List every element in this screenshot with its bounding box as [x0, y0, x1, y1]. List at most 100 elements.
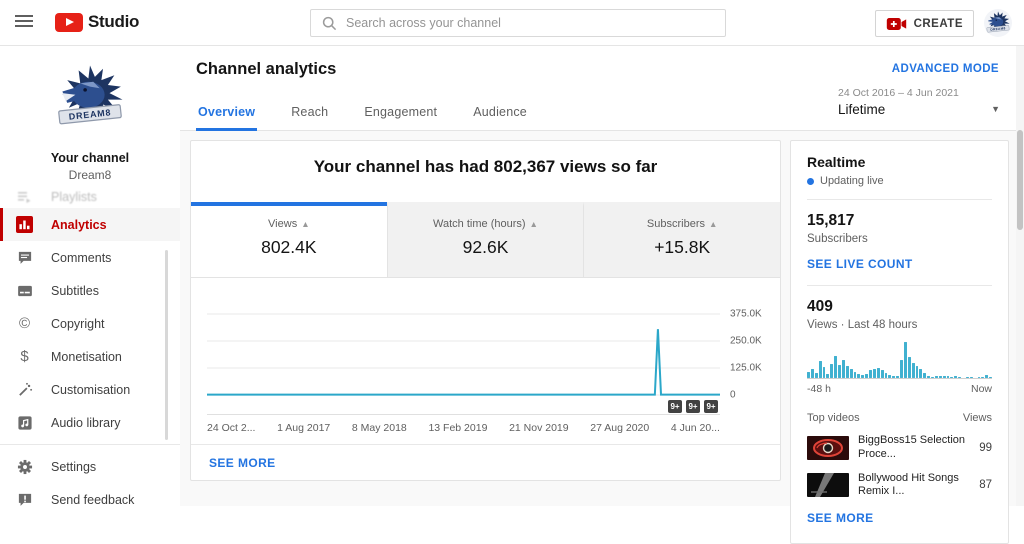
realtime-bar — [888, 375, 892, 378]
channel-block: Your channel Dream8 — [0, 46, 180, 182]
top-videos-title: Top videos — [807, 412, 860, 424]
sidebar-item-copyright[interactable]: © Copyright — [0, 307, 180, 340]
sidebar-item-playlists[interactable]: Playlists — [0, 186, 180, 208]
realtime-bar — [954, 376, 958, 378]
channel-avatar[interactable] — [51, 59, 129, 137]
realtime-bar — [989, 376, 992, 378]
metric-label: Watch time (hours) ▲ — [433, 218, 538, 230]
video-marker-badges: 9+ 9+ 9+ — [668, 400, 718, 413]
tab-reach[interactable]: Reach — [291, 105, 329, 119]
realtime-see-more-link[interactable]: SEE MORE — [807, 511, 874, 525]
realtime-bar — [892, 375, 896, 378]
realtime-bar — [818, 361, 822, 378]
youtube-studio-logo[interactable]: Studio — [55, 12, 139, 32]
video-title: Bollywood Hit Songs Remix I... — [858, 471, 959, 498]
views-headline: Your channel has had 802,367 views so fa… — [313, 157, 658, 176]
realtime-bar-chart — [807, 342, 992, 379]
date-range-text: 24 Oct 2016 – 4 Jun 2021 — [838, 87, 959, 99]
create-camera-icon — [886, 17, 906, 30]
page-title: Channel analytics — [196, 60, 337, 78]
video-marker-badge[interactable]: 9+ — [686, 400, 700, 413]
see-live-count-link[interactable]: SEE LIVE COUNT — [807, 257, 913, 271]
scrollbar-thumb[interactable] — [1017, 130, 1023, 230]
video-views: 87 — [979, 479, 992, 492]
video-marker-badge[interactable]: 9+ — [704, 400, 718, 413]
date-range-picker[interactable]: 24 Oct 2016 – 4 Jun 2021 Lifetime ▼ — [838, 87, 1000, 117]
video-marker-badge[interactable]: 9+ — [668, 400, 682, 413]
video-thumbnail — [807, 435, 849, 460]
top-videos-header: Top videos Views — [807, 412, 992, 424]
line-chart-plot[interactable]: 9+ 9+ 9+ — [207, 306, 720, 414]
axis-right-label: Now — [970, 383, 992, 395]
x-axis-tick: 27 Aug 2020 — [590, 422, 650, 434]
search-bar[interactable] — [310, 9, 726, 37]
magic-wand-icon — [16, 381, 33, 398]
views-chart: 9+ 9+ 9+ 375.0K 250.0K 125.0K 0 24 Oct 2... 1 … — [207, 306, 766, 434]
realtime-bar — [950, 376, 954, 378]
sidebar-item-settings[interactable]: Settings — [0, 450, 180, 483]
date-period-text: Lifetime — [838, 102, 886, 117]
warning-icon: ▲ — [709, 219, 718, 229]
metric-watch-time[interactable]: Watch time (hours) ▲ 92.6K — [386, 202, 584, 277]
realtime-bar — [938, 376, 942, 378]
sidebar-item-analytics[interactable]: Analytics — [0, 208, 180, 241]
realtime-bar — [934, 376, 938, 378]
realtime-bar — [830, 364, 834, 378]
sidebar-divider — [0, 444, 180, 445]
sidebar-item-monetisation[interactable]: $ Monetisation — [0, 340, 180, 373]
y-axis-tick: 375.0K — [730, 308, 762, 320]
y-axis: 375.0K 250.0K 125.0K 0 — [720, 306, 766, 414]
top-video-row[interactable]: Bollywood Hit Songs Remix I... 87 — [807, 472, 992, 500]
realtime-bar — [884, 372, 888, 378]
realtime-bar — [826, 374, 830, 378]
top-video-row[interactable]: BiggBoss15 Selection Proce... 99 — [807, 434, 992, 462]
channel-handle: Dream8 — [68, 168, 112, 182]
sidebar-item-subtitles[interactable]: Subtitles — [0, 274, 180, 307]
sidebar-item-label: Analytics — [51, 217, 107, 232]
realtime-bar — [814, 372, 818, 378]
realtime-bar — [985, 375, 989, 378]
x-axis: 24 Oct 2... 1 Aug 2017 8 May 2018 13 Feb 20… — [207, 414, 720, 434]
metric-subscribers[interactable]: Subscribers ▲ +15.8K — [583, 202, 781, 277]
sidebar-item-customisation[interactable]: Customisation — [0, 373, 180, 406]
hamburger-menu-icon[interactable] — [15, 15, 33, 30]
page-scrollbar[interactable] — [1016, 46, 1024, 506]
top-bar: Studio ? CREATE — [0, 0, 1024, 46]
axis-left-label: -48 h — [807, 383, 831, 395]
realtime-bar — [923, 372, 927, 378]
sidebar-item-label: Audio library — [51, 415, 121, 430]
metric-value: +15.8K — [654, 237, 711, 257]
realtime-bar — [822, 367, 826, 378]
chevron-down-icon: ▼ — [991, 104, 1000, 114]
see-more-link[interactable]: SEE MORE — [209, 455, 276, 470]
create-button[interactable]: CREATE — [874, 10, 974, 37]
realtime-bar — [810, 368, 814, 378]
realtime-views-label: Views · Last 48 hours — [807, 319, 918, 331]
realtime-bar — [838, 365, 841, 378]
account-avatar[interactable] — [984, 9, 1012, 37]
sidebar-item-audio-library[interactable]: Audio library — [0, 406, 180, 439]
advanced-mode-link[interactable]: ADVANCED MODE — [891, 63, 999, 75]
realtime-bar — [977, 376, 981, 378]
sidebar-item-label: Monetisation — [51, 349, 122, 364]
metric-views[interactable]: Views ▲ 802.4K — [191, 202, 387, 277]
search-input[interactable] — [346, 16, 725, 30]
tab-engagement[interactable]: Engagement — [364, 105, 438, 119]
views-line-series — [207, 329, 720, 395]
sidebar-item-comments[interactable]: Comments — [0, 241, 180, 274]
warning-icon: ▲ — [301, 219, 310, 229]
realtime-bar — [872, 368, 876, 378]
realtime-bar — [849, 368, 853, 378]
realtime-bar — [841, 360, 845, 378]
video-thumbnail — [807, 473, 849, 498]
search-icon — [322, 16, 337, 30]
line-chart-svg — [207, 306, 720, 398]
realtime-bar-axis: -48 h Now — [807, 383, 992, 395]
tab-audience[interactable]: Audience — [473, 105, 527, 119]
main-area: Channel analytics Overview Reach Engagem… — [180, 46, 1024, 544]
tab-overview[interactable]: Overview — [196, 105, 258, 131]
sidebar-item-send-feedback[interactable]: Send feedback — [0, 483, 180, 516]
comments-icon — [16, 249, 33, 266]
sidebar-scrollbar[interactable] — [165, 250, 168, 440]
warning-icon: ▲ — [529, 219, 538, 229]
